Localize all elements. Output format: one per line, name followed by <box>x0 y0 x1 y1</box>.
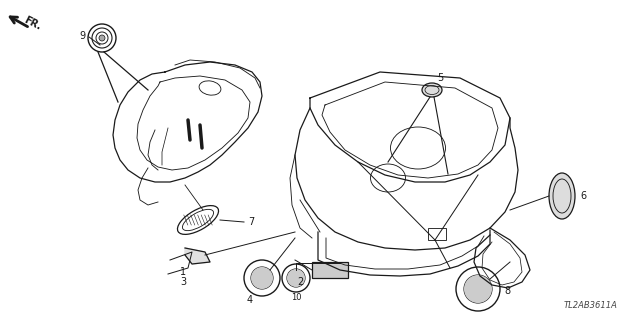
Text: 3: 3 <box>180 277 186 287</box>
Text: 4: 4 <box>247 295 253 305</box>
Circle shape <box>251 267 273 289</box>
Circle shape <box>287 269 305 287</box>
Text: TL2AB3611A: TL2AB3611A <box>564 301 618 310</box>
Ellipse shape <box>549 173 575 219</box>
Text: 10: 10 <box>291 293 301 302</box>
Text: 8: 8 <box>504 286 510 296</box>
Ellipse shape <box>422 83 442 97</box>
Text: 2: 2 <box>297 277 303 287</box>
Circle shape <box>464 275 492 303</box>
Polygon shape <box>185 248 210 264</box>
Text: 6: 6 <box>580 191 586 201</box>
Text: 9: 9 <box>79 31 85 41</box>
Text: 7: 7 <box>248 217 254 227</box>
FancyBboxPatch shape <box>312 262 348 278</box>
Circle shape <box>99 35 105 41</box>
Text: 5: 5 <box>437 73 443 83</box>
Text: FR.: FR. <box>22 14 43 32</box>
Text: 1: 1 <box>180 267 186 277</box>
